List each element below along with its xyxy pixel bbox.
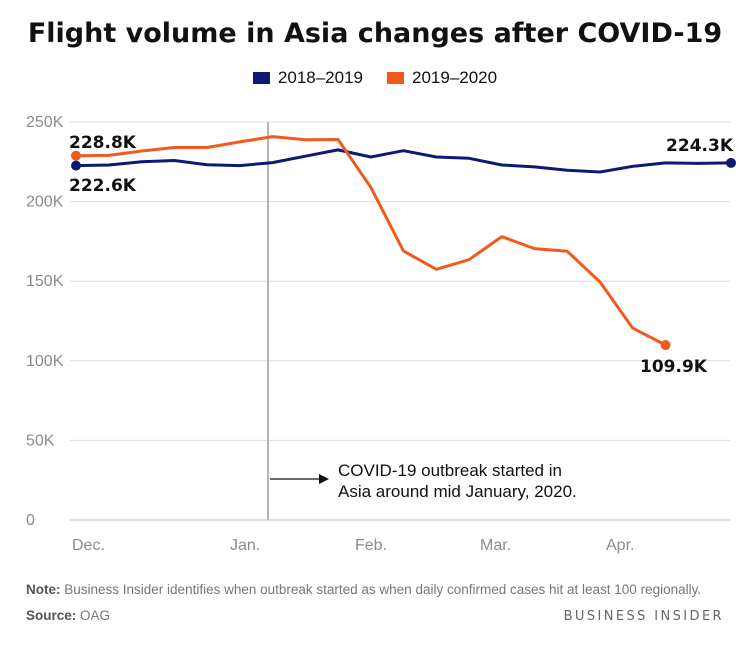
legend-label-2019-2020: 2019–2020 (412, 68, 498, 87)
legend-label-2018-2019: 2018–2019 (277, 68, 363, 87)
end-point-2019-2020 (660, 340, 671, 351)
legend-swatch-2018-2019 (252, 72, 270, 84)
data-label-end-2019-2020: 109.9K (640, 357, 708, 377)
series-line-2018-2019 (74, 148, 733, 174)
data-label-end-2018-2019: 224.3K (666, 136, 734, 156)
footnote: Note: Business Insider identifies when o… (26, 582, 701, 597)
x-tick-label: Dec. (72, 537, 105, 554)
annotation-text-line1: COVID-19 outbreak started in (338, 461, 562, 480)
note-label: Note: (26, 582, 61, 597)
legend-item-2019-2020: 2019–2020 (387, 68, 497, 88)
x-tick-label: Mar. (480, 537, 511, 554)
start-point-2018-2019 (71, 160, 81, 171)
start-point-2019-2020 (71, 150, 81, 161)
source-text: OAG (76, 608, 111, 623)
x-tick-label: Jan. (230, 537, 260, 554)
source-label: Source: (26, 608, 77, 623)
y-tick-label: 100K (26, 353, 64, 370)
source: Source: OAG (26, 608, 110, 623)
annotation-arrowhead (319, 474, 329, 484)
note-text: Business Insider identifies when outbrea… (60, 582, 702, 597)
legend: 2018–2019 2019–2020 (0, 68, 750, 88)
x-tick-label: Apr. (606, 537, 634, 554)
data-label-start-2019-2020: 228.8K (69, 133, 137, 153)
x-tick-label: Feb. (355, 537, 387, 554)
y-tick-label: 0 (26, 512, 35, 529)
legend-item-2018-2019: 2018–2019 (252, 68, 363, 88)
y-tick-label: 200K (26, 194, 64, 211)
end-point-2018-2019 (726, 157, 736, 168)
brand-logo: BUSINESS INSIDER (563, 609, 724, 624)
series-line-2019-2020 (74, 135, 667, 347)
y-tick-label: 50K (26, 432, 55, 449)
data-label-start-2018-2019: 222.6K (69, 176, 137, 196)
chart-title: Flight volume in Asia changes after COVI… (27, 18, 723, 49)
y-tick-label: 250K (26, 114, 64, 131)
annotation-text-line2: Asia around mid January, 2020. (338, 482, 577, 501)
y-tick-label: 150K (26, 273, 64, 290)
legend-swatch-2019-2020 (387, 72, 404, 84)
